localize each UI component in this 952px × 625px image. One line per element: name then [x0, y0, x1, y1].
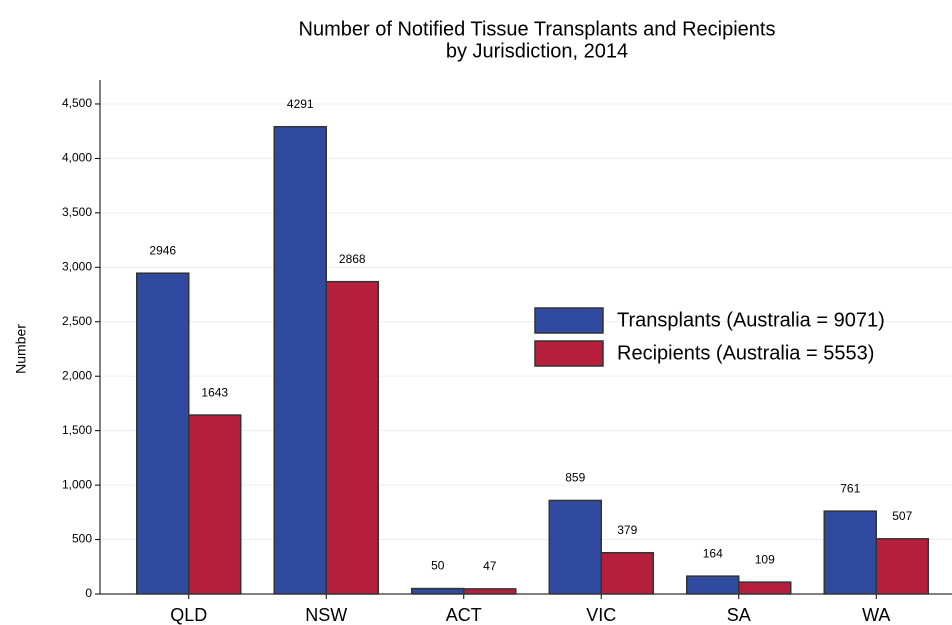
y-axis-label: Number — [13, 324, 29, 374]
legend-swatch — [534, 307, 604, 334]
bar — [136, 272, 190, 595]
bar — [738, 581, 792, 595]
bar — [325, 280, 379, 595]
bar — [548, 499, 602, 595]
chart-title: by Jurisdiction, 2014 — [446, 40, 628, 62]
bar — [875, 538, 929, 595]
value-label: 164 — [703, 546, 723, 560]
y-tick-label: 1,500 — [62, 423, 92, 437]
y-tick-label: 3,000 — [62, 259, 92, 273]
bar — [273, 125, 327, 595]
y-tick-label: 4,500 — [62, 96, 92, 110]
y-tick-label: 1,000 — [62, 477, 92, 491]
value-label: 109 — [755, 552, 775, 566]
value-label: 507 — [892, 509, 912, 523]
x-tick-label: QLD — [170, 605, 207, 625]
bar — [823, 510, 877, 595]
y-tick-label: 0 — [85, 586, 92, 600]
bar — [188, 414, 242, 595]
chart-title: Number of Notified Tissue Transplants an… — [299, 18, 776, 40]
legend-label: Recipients (Australia = 5553) — [617, 342, 874, 364]
value-label: 2946 — [149, 243, 176, 257]
value-label: 50 — [431, 559, 445, 573]
value-label: 2868 — [339, 252, 366, 266]
bar — [600, 551, 654, 595]
x-tick-label: WA — [862, 605, 890, 625]
value-label: 4291 — [287, 97, 314, 111]
value-label: 47 — [483, 559, 497, 573]
x-tick-label: NSW — [305, 605, 347, 625]
y-tick-label: 4,000 — [62, 151, 92, 165]
y-tick-label: 2,000 — [62, 368, 92, 382]
x-tick-label: ACT — [446, 605, 482, 625]
legend-label: Transplants (Australia = 9071) — [617, 309, 885, 331]
y-tick-label: 2,500 — [62, 314, 92, 328]
y-tick-label: 500 — [72, 532, 92, 546]
value-label: 761 — [840, 481, 860, 495]
x-tick-label: SA — [727, 605, 751, 625]
bar — [411, 587, 465, 595]
value-label: 859 — [565, 471, 585, 485]
bar — [686, 575, 740, 595]
value-label: 379 — [617, 523, 637, 537]
bar — [463, 588, 517, 595]
legend-swatch — [534, 340, 604, 367]
y-tick-label: 3,500 — [62, 205, 92, 219]
x-tick-label: VIC — [586, 605, 616, 625]
value-label: 1643 — [201, 385, 228, 399]
